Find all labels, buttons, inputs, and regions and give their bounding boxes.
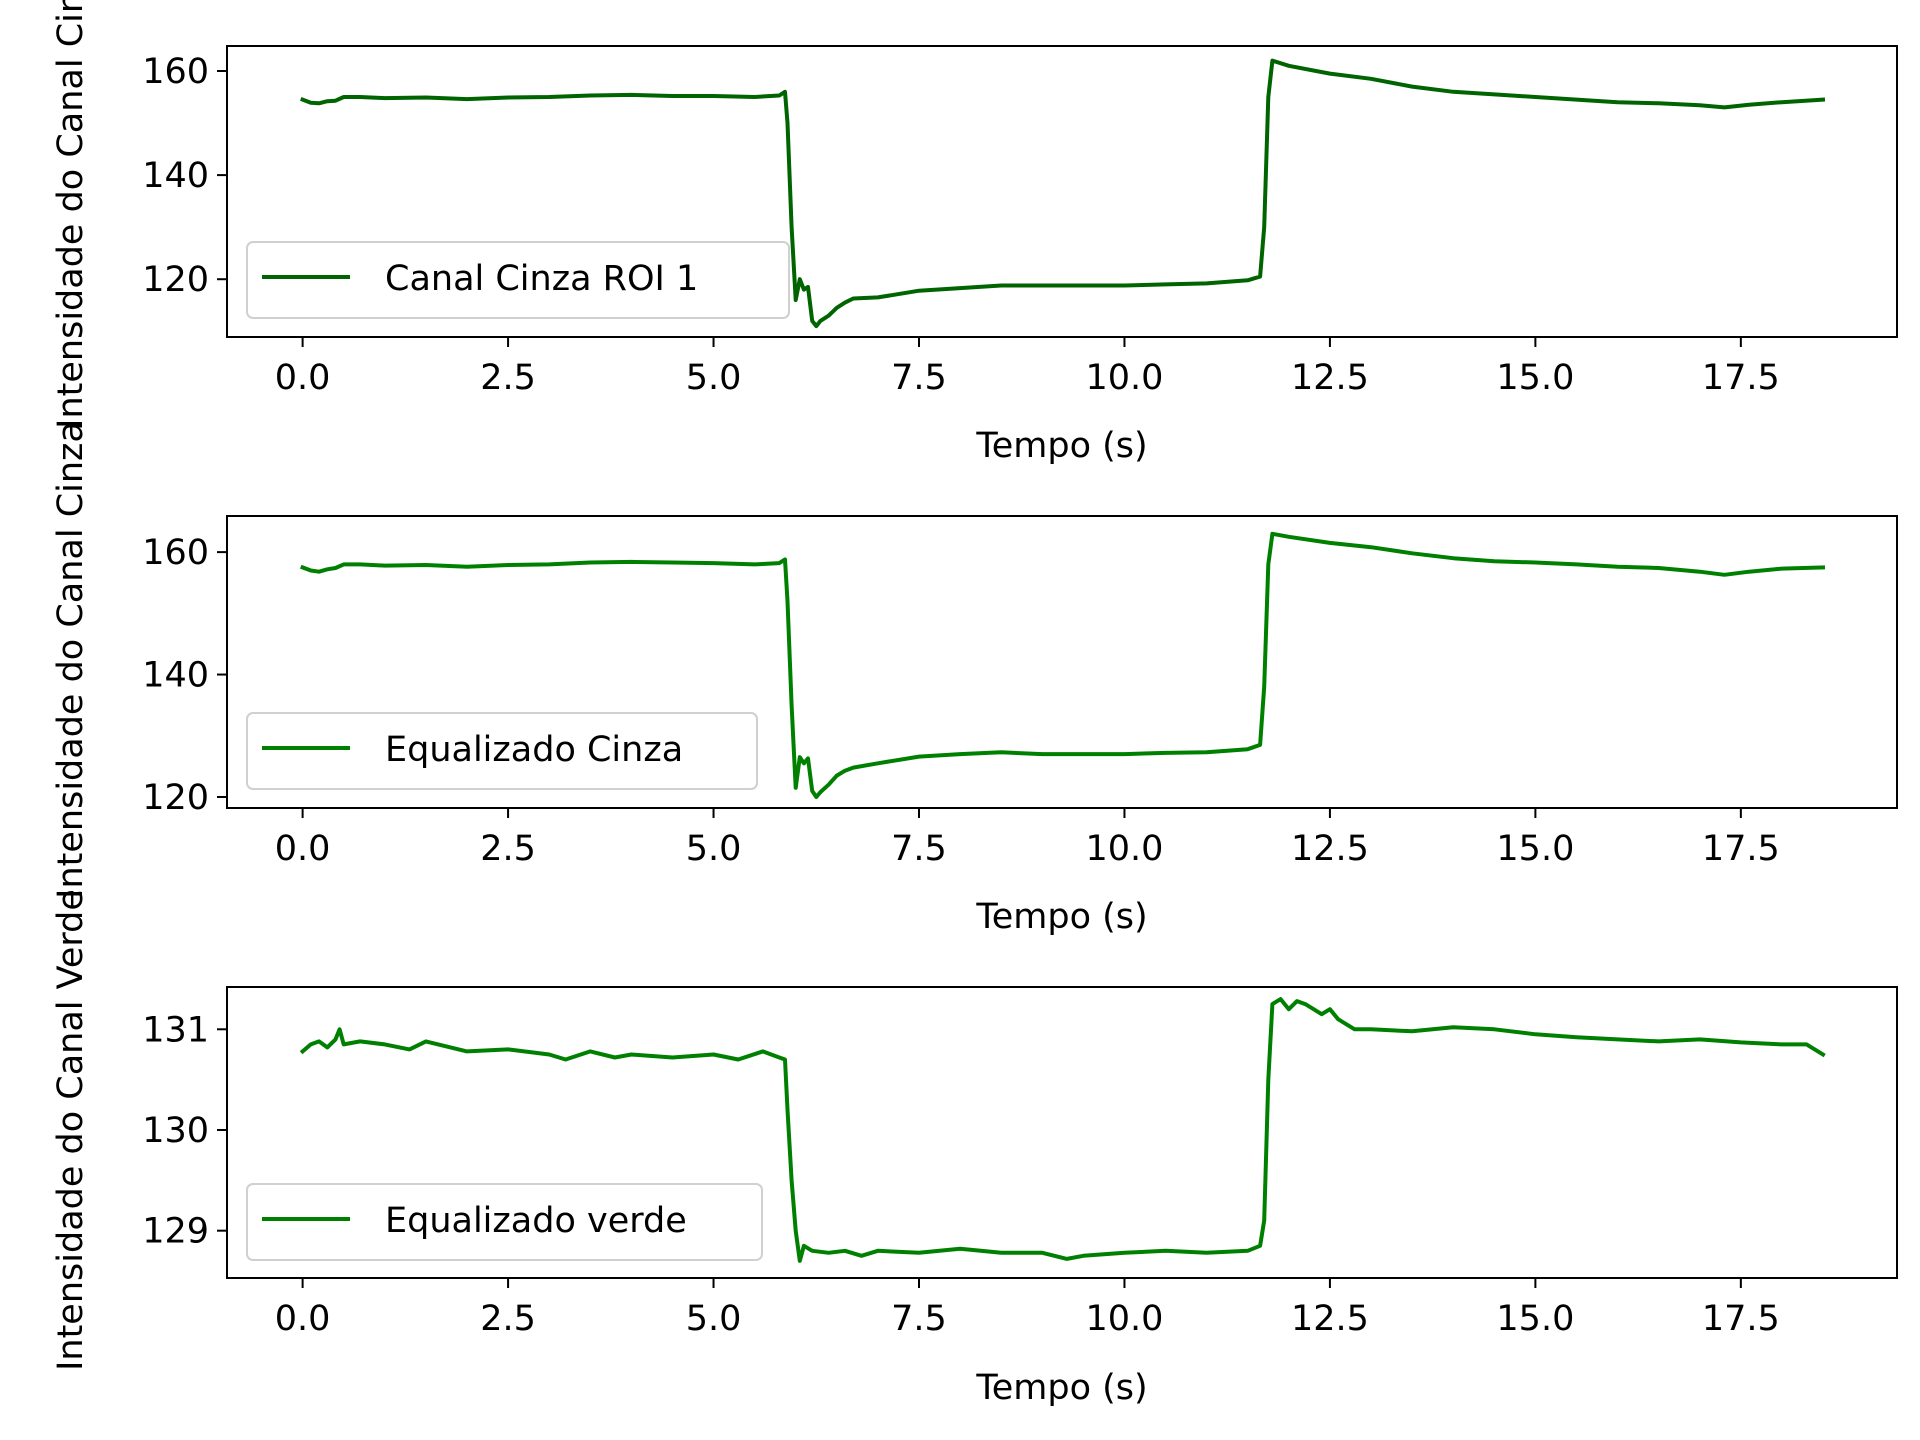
x-tick-label: 2.5	[480, 829, 536, 869]
series-line	[300, 531, 1826, 799]
x-tick-label: 5.0	[686, 358, 742, 398]
x-tick-label: 7.5	[891, 829, 947, 869]
legend-box	[246, 1183, 763, 1261]
x-tick-label: 17.5	[1702, 829, 1780, 869]
x-tick-label: 0.0	[275, 829, 331, 869]
legend: Equalizado Cinza	[246, 712, 758, 790]
x-axis-ticks: 0.0 2.5 5.0 7.5 10.0 12.5 15.0 17.5	[275, 808, 1780, 869]
plot-frame	[226, 45, 1898, 338]
x-tick-label: 12.5	[1291, 358, 1369, 398]
y-tick-label: 140	[142, 156, 209, 196]
series-line-layer	[300, 531, 1826, 799]
series-line	[299, 997, 1826, 1263]
x-tick-label: 15.0	[1496, 829, 1574, 869]
legend-label: Equalizado Cinza	[385, 730, 683, 770]
y-tick-label: 160	[142, 533, 209, 573]
legend: Canal Cinza ROI 1	[246, 241, 790, 319]
y-tick-label: 131	[142, 1010, 209, 1050]
legend: Equalizado verde	[246, 1183, 763, 1261]
x-tick-label: 7.5	[891, 1299, 947, 1339]
plot-frame	[226, 515, 1898, 809]
y-tick-label: 129	[142, 1212, 209, 1252]
x-axis-ticks: 0.0 2.5 5.0 7.5 10.0 12.5 15.0 17.5	[275, 1278, 1780, 1339]
x-tick-label: 15.0	[1496, 1299, 1574, 1339]
y-tick-label: 160	[142, 52, 209, 92]
series-line-layer	[300, 58, 1826, 329]
x-tick-label: 5.0	[686, 829, 742, 869]
x-axis-label: Tempo (s)	[975, 426, 1147, 466]
series-line-layer	[299, 997, 1826, 1263]
x-tick-label: 10.0	[1085, 358, 1163, 398]
x-tick-label: 12.5	[1291, 1299, 1369, 1339]
y-tick-label: 130	[142, 1111, 209, 1151]
y-axis-label: Intensidade do Canal Cinza	[51, 0, 91, 429]
y-axis-label: Intensidade do Canal Cinza	[51, 421, 91, 899]
x-axis-label: Tempo (s)	[975, 897, 1147, 937]
x-tick-label: 0.0	[275, 1299, 331, 1339]
x-tick-label: 12.5	[1291, 829, 1369, 869]
y-tick-label: 140	[142, 656, 209, 696]
subplot-3: Intensidade do Canal Verde 129 130 131 0.0…	[51, 889, 1898, 1408]
plot-frame	[226, 986, 1898, 1279]
subplot-1: Intensidade do Canal Cinza 120 140 160 0.0…	[51, 0, 1898, 466]
x-tick-label: 0.0	[275, 358, 331, 398]
x-axis-ticks: 0.0 2.5 5.0 7.5 10.0 12.5 15.0 17.5	[275, 337, 1780, 398]
y-tick-label: 120	[142, 260, 209, 300]
x-tick-label: 10.0	[1085, 829, 1163, 869]
legend-box	[246, 712, 758, 790]
y-axis-label: Intensidade do Canal Verde	[51, 889, 91, 1371]
y-axis-ticks: 120 140 160	[142, 52, 227, 300]
y-axis-ticks: 120 140 160	[142, 533, 227, 818]
x-tick-label: 7.5	[891, 358, 947, 398]
y-axis-ticks: 129 130 131	[142, 1010, 227, 1252]
x-tick-label: 2.5	[480, 358, 536, 398]
subplot-2: Intensidade do Canal Cinza 120 140 160 0.0…	[51, 421, 1898, 937]
x-axis-label: Tempo (s)	[975, 1368, 1147, 1408]
x-tick-label: 10.0	[1085, 1299, 1163, 1339]
x-tick-label: 2.5	[480, 1299, 536, 1339]
x-tick-label: 15.0	[1496, 358, 1574, 398]
x-tick-label: 17.5	[1702, 358, 1780, 398]
y-tick-label: 120	[142, 778, 209, 818]
legend-box	[246, 241, 790, 319]
series-line	[300, 58, 1826, 329]
x-tick-label: 5.0	[686, 1299, 742, 1339]
legend-label: Equalizado verde	[385, 1201, 687, 1241]
legend-label: Canal Cinza ROI 1	[385, 259, 698, 299]
x-tick-label: 17.5	[1702, 1299, 1780, 1339]
